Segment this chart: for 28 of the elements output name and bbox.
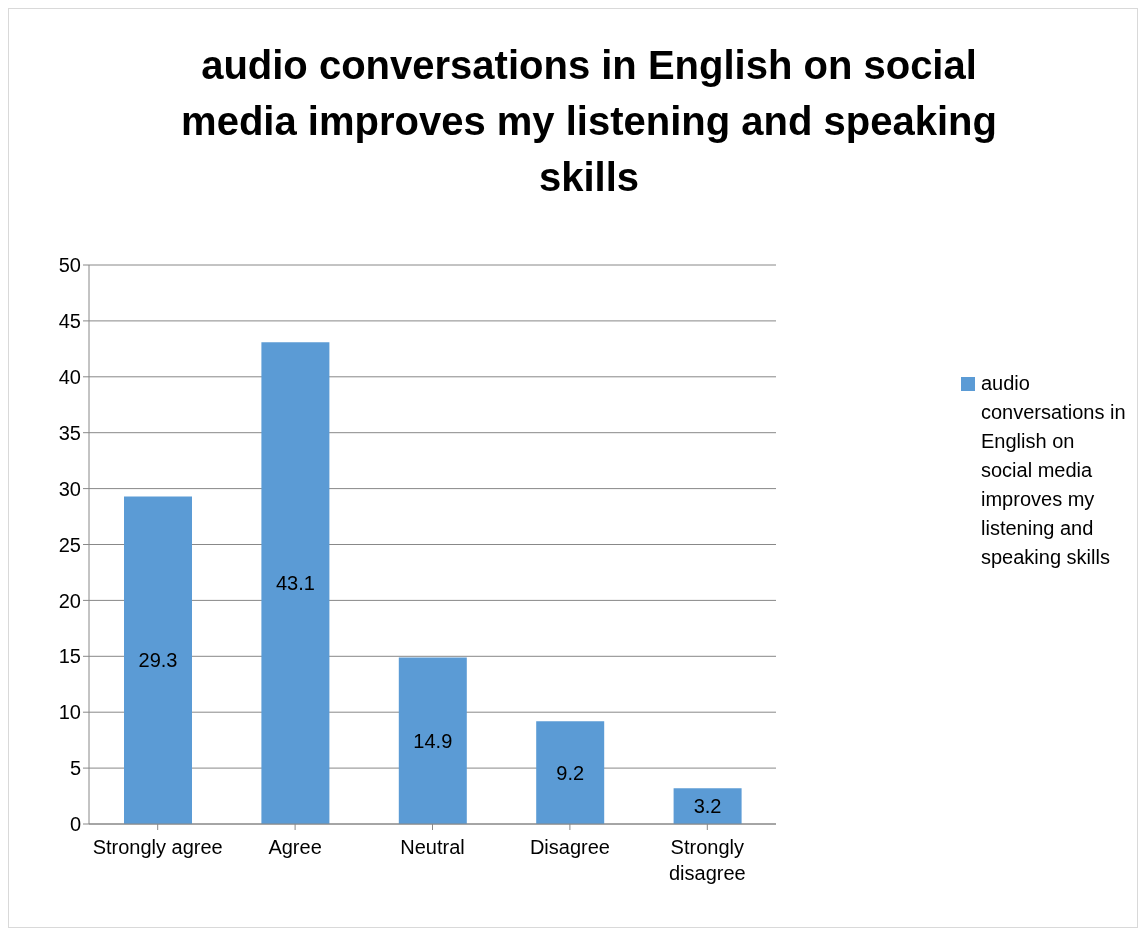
x-tick-label: Strongly disagree	[668, 836, 746, 884]
y-tick-label: 5	[69, 757, 81, 780]
data-label: 29.3	[138, 649, 178, 672]
bar	[124, 496, 192, 824]
y-tick-label: 0	[69, 813, 81, 836]
data-label: 9.2	[556, 761, 585, 784]
data-label: 3.2	[693, 795, 722, 818]
y-tick-label: 50	[58, 254, 81, 277]
legend-label: audio conversations in English on social media improves my listening and speaking skills	[981, 371, 1127, 570]
y-tick-label: 35	[58, 421, 81, 444]
bar	[536, 721, 605, 824]
data-label: 43.1	[275, 572, 315, 595]
y-tick-label: 25	[58, 533, 81, 556]
y-tick-label: 40	[58, 365, 81, 388]
y-tick-label: 45	[58, 310, 81, 332]
data-label: 14.9	[413, 729, 453, 752]
y-tick-label: 15	[58, 645, 81, 668]
x-tick-label: Disagree	[529, 836, 610, 858]
chart-title: audio conversations in English on social media improves my listening and speaking skills	[180, 42, 998, 201]
x-tick-label: Strongly agree	[92, 836, 223, 858]
bar	[673, 788, 742, 824]
bar	[261, 342, 330, 824]
y-tick-label: 10	[58, 701, 81, 724]
y-tick-label: 20	[58, 589, 81, 612]
x-tick-label: Neutral	[400, 836, 465, 858]
y-tick-label: 30	[58, 477, 81, 500]
bar	[398, 657, 467, 824]
x-tick-label: Agree	[268, 836, 322, 858]
